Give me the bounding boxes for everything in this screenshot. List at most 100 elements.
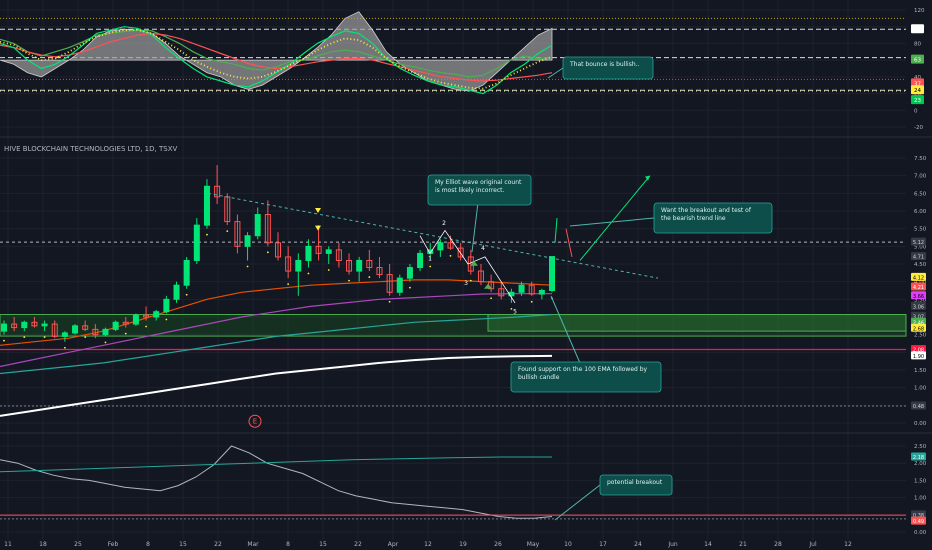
callout-ema-support-box (510, 361, 662, 393)
y-tick-label: 1.00 (914, 496, 927, 502)
sar-dot (327, 269, 330, 271)
callout-elliott-wave-text: is most likely incorrect. (435, 187, 504, 194)
candle-body (143, 314, 150, 318)
oscillator-level-label: 63 (914, 58, 921, 64)
volatility-label: 2.18 (913, 455, 924, 461)
wave-label: 5 (513, 308, 517, 315)
sar-dot (145, 325, 147, 328)
volatility-label: 0.49 (913, 519, 924, 525)
callout-potential-breakout-text: potential breakout (607, 479, 663, 486)
x-tick-label: 15 (319, 541, 327, 548)
volatility-line-0 (0, 445, 553, 519)
wave-label: 3 (464, 280, 468, 287)
candle-body (254, 214, 261, 237)
price-label: 0.48 (913, 404, 924, 410)
wave-label: 2 (442, 220, 446, 227)
candle-body (41, 323, 48, 327)
y-tick-label: 2.50 (914, 444, 927, 450)
oscillator-panel (0, 11, 906, 95)
oscillator-level-label-bg (911, 95, 924, 105)
candle-body (61, 332, 68, 337)
ema-line-0 (0, 279, 553, 346)
candle-body (305, 245, 312, 261)
candle-body (183, 259, 190, 286)
oscillator-level-label: 97 (914, 27, 921, 33)
volatility-label-bg (911, 510, 926, 519)
x-tick-label: 12 (424, 541, 432, 548)
y-tick-label: 1.50 (914, 478, 927, 484)
candle-body (356, 259, 363, 272)
price-label: 2.68 (913, 326, 924, 332)
sar-dot (449, 254, 452, 257)
x-tick-label: 17 (599, 541, 607, 548)
signal-marker (315, 208, 321, 213)
ema-line-3 (0, 354, 553, 417)
sar-dot (510, 307, 513, 310)
callout-ema-support-text: bullish candle (518, 374, 560, 381)
oscillator-level-label: 24 (914, 88, 921, 94)
oscillator-level-label-bg (911, 24, 924, 34)
ema-line-1 (0, 293, 552, 368)
x-tick-label: 11 (4, 541, 12, 548)
sar-dot (165, 318, 168, 321)
sar-dot (388, 300, 391, 303)
callout-breakout-test-text: Want the breakout and test of (661, 207, 752, 214)
callout-ema-support-text: Found support on the 100 EMA followed by (518, 366, 648, 373)
callout-breakout-test-text: the bearish trend line (661, 215, 726, 222)
y-tick-label: 80 (914, 41, 921, 47)
candle-body (163, 298, 170, 313)
sar-dot (23, 336, 26, 339)
candle-body (264, 214, 271, 244)
x-tick-label: 21 (739, 541, 747, 548)
sar-dot (226, 230, 229, 233)
x-tick-label: Jun (667, 541, 678, 548)
candle-body (203, 185, 210, 226)
price-label: 4.71 (913, 255, 924, 261)
y-tick-label: 1.50 (914, 368, 927, 374)
candle-body (72, 325, 79, 334)
callout-potential-breakout[interactable]: potential breakout (554, 474, 673, 521)
candle-body (51, 323, 58, 337)
sar-dot (63, 346, 66, 349)
oscillator-level-label-bg (911, 78, 924, 88)
x-tick-label: 28 (774, 541, 782, 548)
x-tick-label: Feb (108, 541, 119, 548)
y-tick-label: 0.00 (914, 530, 927, 536)
candle-body (477, 270, 484, 283)
sar-dot (84, 336, 87, 339)
annotations[interactable]: That bounce is bullish.. My Elliot wave o… (427, 56, 773, 521)
price-label-bg (911, 252, 926, 261)
projection-retest (565, 228, 573, 258)
x-tick-label: 19 (459, 541, 467, 548)
candle-body (244, 235, 251, 247)
candle-body (366, 259, 373, 269)
volatility-panel (0, 445, 906, 520)
candle-body (447, 242, 454, 249)
callout-potential-breakout-box (599, 474, 673, 496)
callout-bounce-bullish[interactable]: That bounce is bullish.. (547, 56, 654, 80)
candle-body (346, 259, 353, 272)
price-label-bg (911, 351, 926, 360)
candle-body (82, 325, 89, 330)
candle-body (396, 277, 403, 293)
symbol-title: HIVE BLOCKCHAIN TECHNOLOGIES LTD, 1D, TS… (4, 145, 178, 153)
x-tick-label: 8 (286, 541, 290, 548)
sar-dot (185, 293, 188, 296)
y-tick-label: 5.50 (914, 227, 927, 233)
callout-ema-support[interactable]: Found support on the 100 EMA followed by… (510, 295, 662, 393)
x-tick-label: Mar (247, 541, 259, 548)
y-tick-label: 20 (914, 92, 921, 98)
wave-label: 4 (481, 245, 485, 252)
sar-dot (3, 339, 5, 342)
candle-body (214, 185, 221, 198)
y-tick-label: 40 (914, 75, 921, 81)
candle-body (1, 323, 7, 332)
sar-dot (43, 336, 46, 339)
price-label-bg (911, 401, 926, 410)
sar-dot (287, 283, 290, 286)
candle-body (417, 252, 424, 269)
